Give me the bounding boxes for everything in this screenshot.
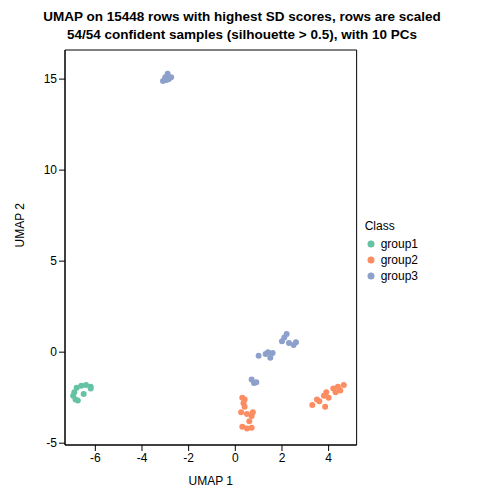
- svg-text:10: 10: [44, 163, 58, 177]
- html-text:group1: group1: [380, 237, 418, 251]
- svg-text:-2: -2: [183, 451, 194, 465]
- svg-text:2: 2: [279, 451, 286, 465]
- svg-text:UMAP 1: UMAP 1: [189, 474, 234, 488]
- svg-text:-4: -4: [137, 451, 148, 465]
- svg-text:0: 0: [50, 345, 57, 359]
- svg-text:-5: -5: [46, 436, 57, 450]
- html-text:Class: Class: [364, 219, 395, 233]
- html-text:54/54 confident samples (silho: 54/54 confident samples (silhouette > 0.…: [67, 27, 417, 42]
- svg-text:4: 4: [325, 451, 332, 465]
- svg-text:5: 5: [50, 254, 57, 268]
- svg-text:UMAP 2: UMAP 2: [13, 203, 27, 248]
- html-text:group3: group3: [380, 269, 418, 283]
- svg-text:15: 15: [44, 72, 58, 86]
- svg-text:0: 0: [232, 451, 239, 465]
- html-text:group2: group2: [380, 253, 418, 267]
- svg-text:-6: -6: [90, 451, 101, 465]
- html-text:UMAP on 15448 rows with highes: UMAP on 15448 rows with highest SD score…: [43, 9, 441, 24]
